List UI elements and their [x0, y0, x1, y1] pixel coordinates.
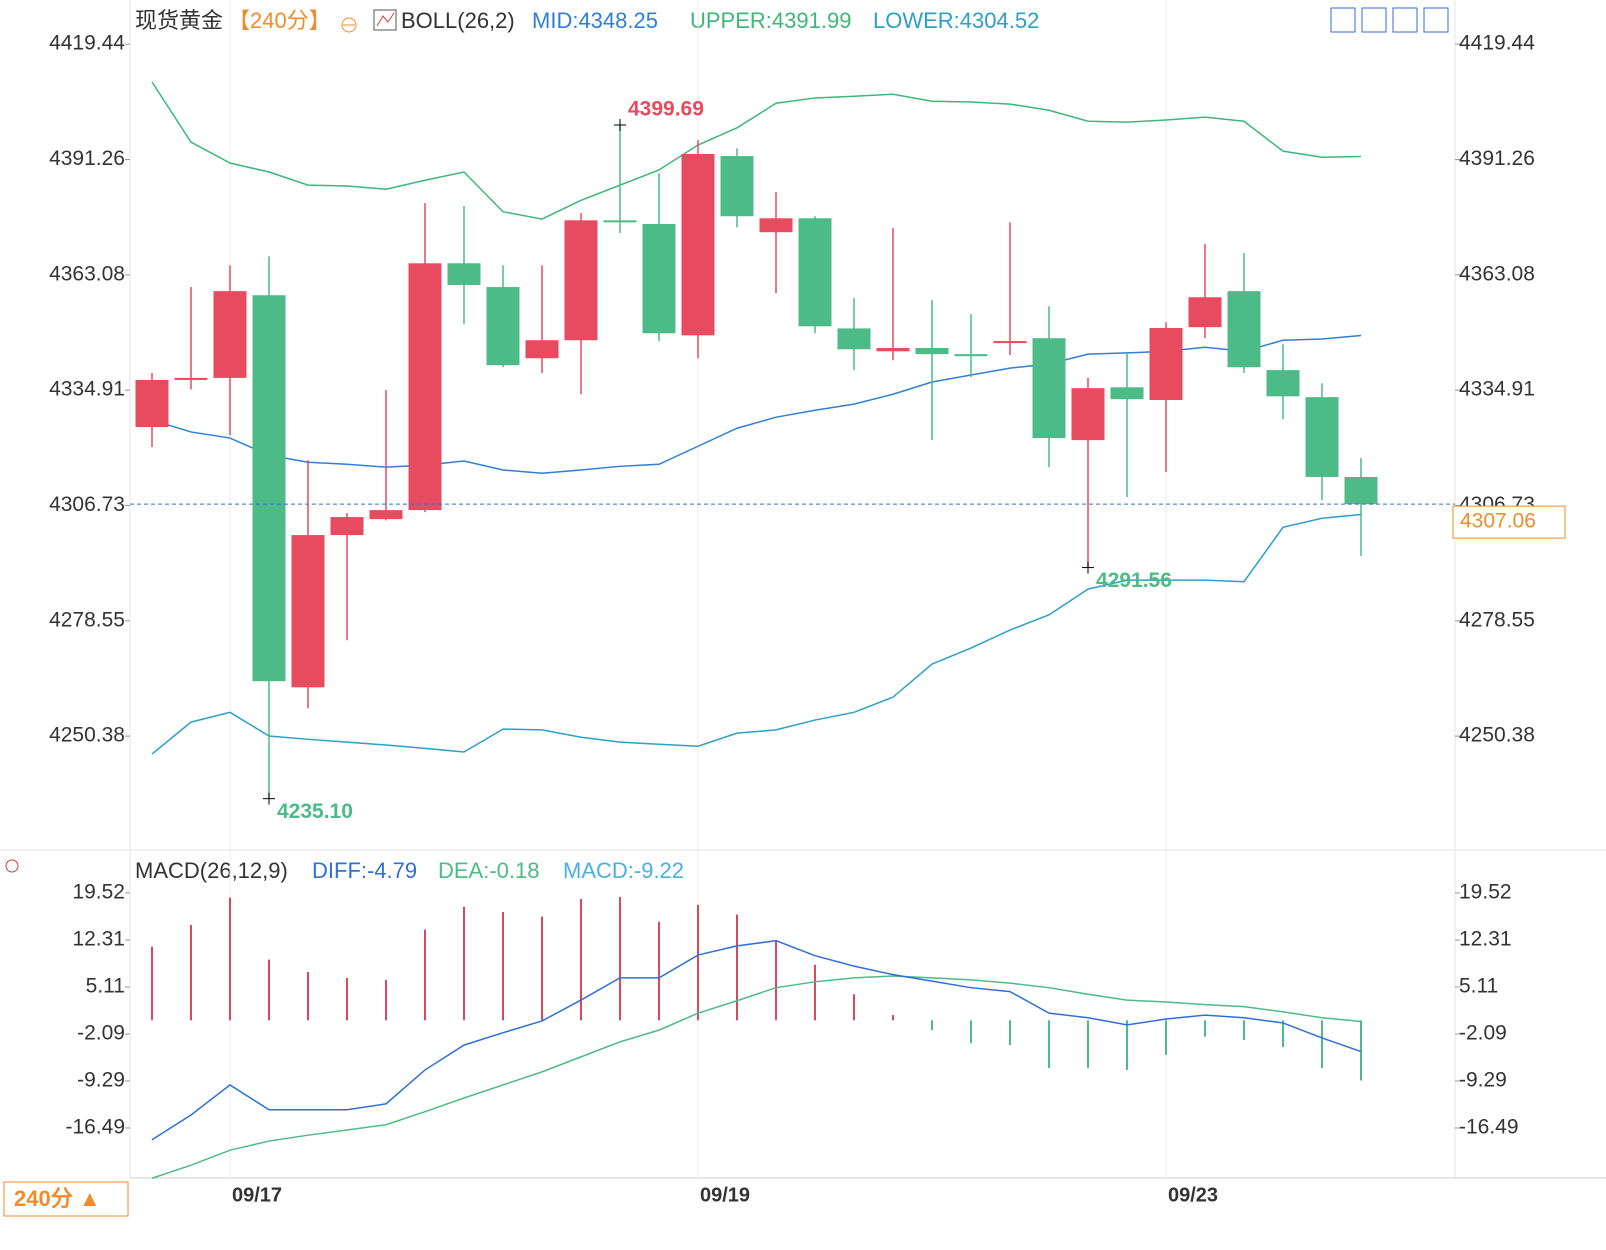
- y-tick-label: 4278.55: [1459, 608, 1535, 631]
- last-price-box: [1452, 505, 1566, 539]
- y-tick-label: 4334.91: [1459, 378, 1535, 401]
- y-tick-label: 4363.08: [1459, 262, 1535, 285]
- candle-body: [252, 295, 286, 682]
- y-tick-label: 4334.91: [49, 378, 125, 401]
- candle-body: [1071, 388, 1105, 441]
- y-tick-label: -2.09: [77, 1022, 125, 1045]
- candle-body: [1266, 370, 1300, 397]
- indicator-name: BOLL(26,2): [401, 8, 515, 33]
- y-tick-label: 4419.44: [1459, 32, 1535, 55]
- y-tick-label: 4391.26: [1459, 147, 1535, 170]
- instrument-title: 现货黄金: [135, 8, 223, 33]
- boll-icon[interactable]: [373, 9, 397, 31]
- x-tick-label: 09/17: [232, 1184, 282, 1206]
- band-line: [151, 513, 1362, 755]
- candle-body: [954, 354, 988, 357]
- candle-body: [681, 154, 715, 336]
- candle-body: [1344, 476, 1378, 505]
- y-tick-label: 5.11: [86, 975, 125, 998]
- candle-body: [291, 535, 325, 688]
- macd-line: [151, 939, 1362, 1141]
- tool-button[interactable]: [1392, 7, 1418, 33]
- candle-body: [330, 517, 364, 536]
- y-tick-label: 4391.26: [49, 147, 125, 170]
- y-tick-label: 4363.08: [49, 262, 125, 285]
- candle-body: [720, 156, 754, 217]
- x-tick-label: 09/23: [1168, 1184, 1218, 1206]
- toggle-icon[interactable]: [341, 17, 357, 33]
- y-tick-label: 12.31: [1459, 928, 1512, 951]
- band-line: [151, 81, 1362, 220]
- y-tick-label: -2.09: [1459, 1022, 1507, 1045]
- candle-body: [1227, 291, 1261, 368]
- legend-entry: MID:4348.25: [532, 8, 658, 33]
- y-tick-label: 4419.44: [49, 32, 125, 55]
- macd-title: MACD(26,12,9): [135, 858, 288, 883]
- candle-body: [369, 510, 403, 520]
- candle-body: [915, 348, 949, 355]
- last-price-label: 4307.06: [1460, 510, 1536, 533]
- tool-button[interactable]: [1361, 7, 1387, 33]
- candle-body: [525, 340, 559, 359]
- boll-icon-line: [376, 12, 395, 27]
- extreme-label: 4235.10: [277, 800, 353, 823]
- y-tick-label: 4250.38: [1459, 724, 1535, 747]
- candle-body: [486, 287, 520, 366]
- y-tick-label: 12.31: [72, 928, 125, 951]
- legend-entry: UPPER:4391.99: [690, 8, 851, 33]
- candle-body: [759, 218, 793, 233]
- candle-body: [447, 263, 481, 285]
- candle-body: [1188, 297, 1222, 328]
- candle-body: [993, 341, 1027, 344]
- candle-body: [1149, 327, 1183, 401]
- candle-body: [603, 220, 637, 223]
- candle-body: [798, 218, 832, 327]
- settings-icon[interactable]: [5, 859, 19, 873]
- period-selector-box[interactable]: [3, 1181, 129, 1217]
- macd-line: [151, 975, 1362, 1179]
- period-label[interactable]: 【240分】: [228, 8, 331, 33]
- y-tick-label: 19.52: [1459, 880, 1512, 903]
- y-tick-label: -16.49: [65, 1115, 125, 1138]
- legend-entry: LOWER:4304.52: [873, 8, 1039, 33]
- candle-body: [642, 224, 676, 334]
- y-tick-label: 4250.38: [49, 724, 125, 747]
- extreme-label: 4399.69: [628, 98, 704, 121]
- legend-entry: MACD:-9.22: [563, 858, 684, 883]
- y-tick-label: -9.29: [77, 1068, 125, 1091]
- y-tick-label: 4278.55: [49, 608, 125, 631]
- x-tick-label: 09/19: [700, 1184, 750, 1206]
- period-selector[interactable]: 240分 ▲: [14, 1186, 101, 1211]
- candle-body: [135, 379, 169, 428]
- y-tick-label: -9.29: [1459, 1068, 1507, 1091]
- legend-entry: DIFF:-4.79: [312, 858, 417, 883]
- candle-body: [837, 328, 871, 350]
- candle-body: [1032, 338, 1066, 439]
- tool-button[interactable]: [1423, 7, 1449, 33]
- candle-body: [174, 377, 208, 380]
- extreme-label: 4291.56: [1096, 569, 1172, 592]
- y-tick-label: 19.52: [72, 880, 125, 903]
- candle-body: [1305, 397, 1339, 477]
- candle-body: [564, 220, 598, 341]
- candle-body: [408, 263, 442, 511]
- candle-body: [213, 291, 247, 378]
- y-tick-label: 4306.73: [49, 493, 125, 516]
- toolbar: [1330, 7, 1449, 33]
- tool-button[interactable]: [1330, 7, 1356, 33]
- y-tick-label: -16.49: [1459, 1115, 1519, 1138]
- y-tick-label: 5.11: [1459, 975, 1498, 998]
- candle-body: [876, 348, 910, 352]
- candle-body: [1110, 387, 1144, 400]
- legend-entry: DEA:-0.18: [438, 858, 540, 883]
